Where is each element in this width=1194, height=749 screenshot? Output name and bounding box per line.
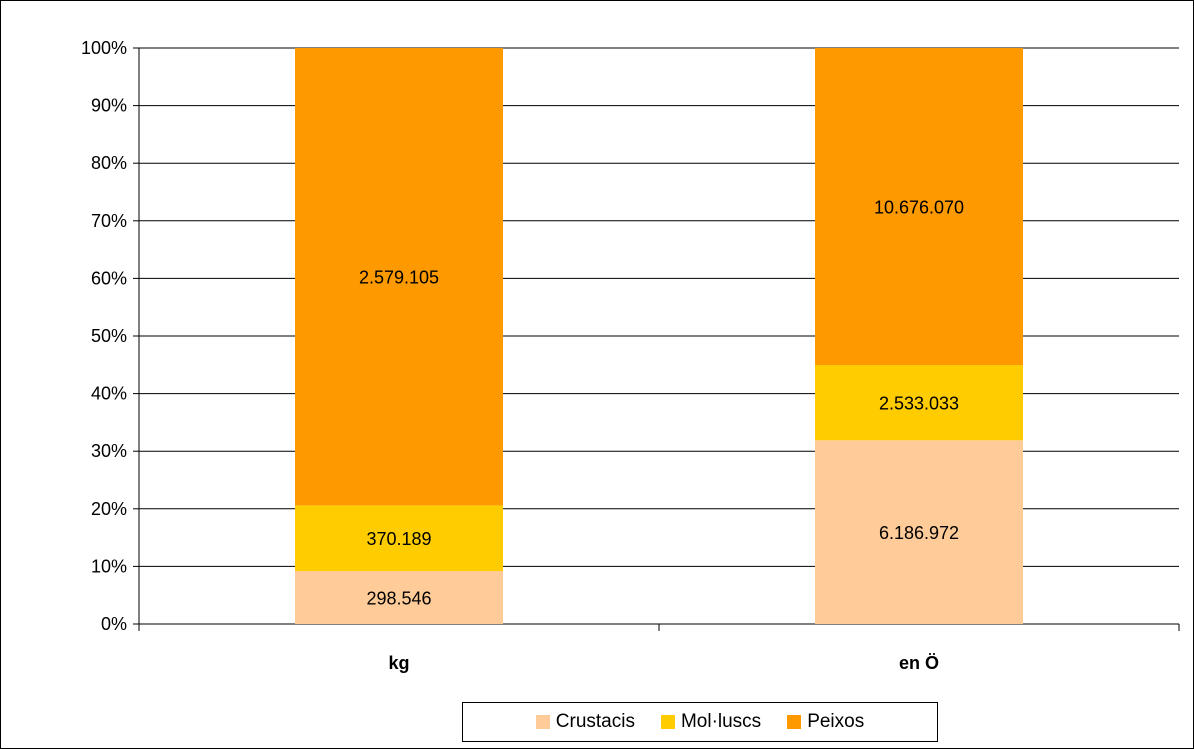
bar-segment (295, 505, 503, 572)
y-tick-label: 40% (91, 384, 127, 404)
y-tick-label: 80% (91, 153, 127, 173)
legend-item: Peixos (787, 711, 864, 733)
bar-segment (295, 48, 503, 506)
x-category-label: en Ö (899, 653, 939, 673)
y-tick-label: 10% (91, 556, 127, 576)
data-label: 2.579.105 (359, 268, 439, 288)
legend: Crustacis Mol·luscs Peixos (462, 702, 938, 742)
y-tick-label: 90% (91, 96, 127, 116)
data-label: 370.189 (366, 529, 431, 549)
data-label: 10.676.070 (874, 198, 964, 218)
legend-swatch (660, 715, 675, 729)
bar-segment (815, 48, 1023, 366)
data-label: 6.186.972 (879, 523, 959, 543)
legend-item: Crustacis (535, 711, 635, 733)
legend-label: Peixos (807, 711, 865, 732)
bar-segment (815, 365, 1023, 441)
y-tick-label: 60% (91, 268, 127, 288)
legend-swatch (787, 715, 802, 729)
bar-segment (295, 571, 503, 624)
bar-segment (815, 440, 1023, 624)
y-tick-label: 70% (91, 211, 127, 231)
y-tick-label: 30% (91, 441, 127, 461)
legend-item: Mol·luscs (660, 711, 762, 733)
legend-label: Crustacis (555, 711, 635, 732)
data-label: 2.533.033 (879, 394, 959, 414)
legend-label: Mol·luscs (680, 711, 762, 732)
data-label: 298.546 (366, 589, 431, 609)
y-tick-label: 50% (91, 326, 127, 346)
y-tick-label: 20% (91, 499, 127, 519)
y-tick-label: 0% (101, 614, 127, 634)
x-category-label: kg (388, 653, 409, 673)
legend-swatch (535, 715, 550, 729)
y-tick-label: 100% (81, 38, 127, 58)
